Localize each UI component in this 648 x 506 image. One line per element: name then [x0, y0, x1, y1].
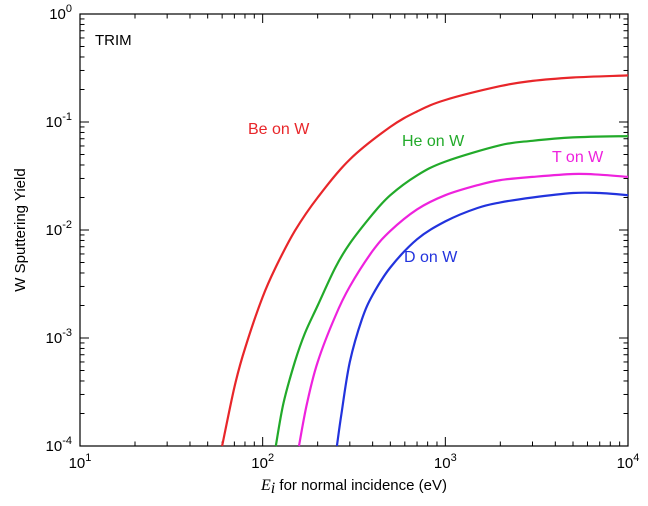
- series-line-be-on-w: [221, 74, 629, 447]
- series-label-t-on-w: T on W: [552, 149, 604, 166]
- y-tick-label: 10-1: [46, 111, 72, 131]
- x-axis-label-subscript: i: [271, 480, 275, 497]
- x-axis-label-text: for normal incidence (eV): [275, 477, 447, 494]
- series-line-t-on-w: [297, 172, 629, 447]
- x-tick-label: 103: [434, 452, 457, 472]
- series-label-he-on-w: He on W: [402, 133, 465, 150]
- trim-annotation: TRIM: [95, 32, 132, 49]
- data-series: [221, 74, 629, 447]
- y-tick-label: 10-3: [46, 327, 72, 347]
- y-axis-label: W Sputtering Yield: [12, 168, 29, 291]
- tick-labels: 101 102 103 104 10-4 10-3 10-2 10-1 100: [46, 3, 640, 472]
- series-label-d-on-w: D on W: [404, 249, 458, 266]
- y-tick-label: 100: [49, 3, 72, 23]
- series-label-be-on-w: Be on W: [248, 121, 310, 138]
- series-line-he-on-w: [274, 135, 629, 447]
- plot-frame: [79, 13, 629, 447]
- y-tick-label: 10-4: [46, 435, 72, 455]
- y-tick-label: 10-2: [46, 219, 72, 239]
- x-tick-label: 102: [251, 452, 274, 472]
- x-axis-label: Ei for normal incidence (eV): [260, 477, 447, 497]
- x-tick-label: 101: [69, 452, 92, 472]
- series-line-d-on-w: [335, 191, 629, 447]
- x-tick-label: 104: [617, 452, 640, 472]
- axis-ticks: [79, 14, 628, 447]
- x-axis-label-symbol: E: [260, 477, 271, 494]
